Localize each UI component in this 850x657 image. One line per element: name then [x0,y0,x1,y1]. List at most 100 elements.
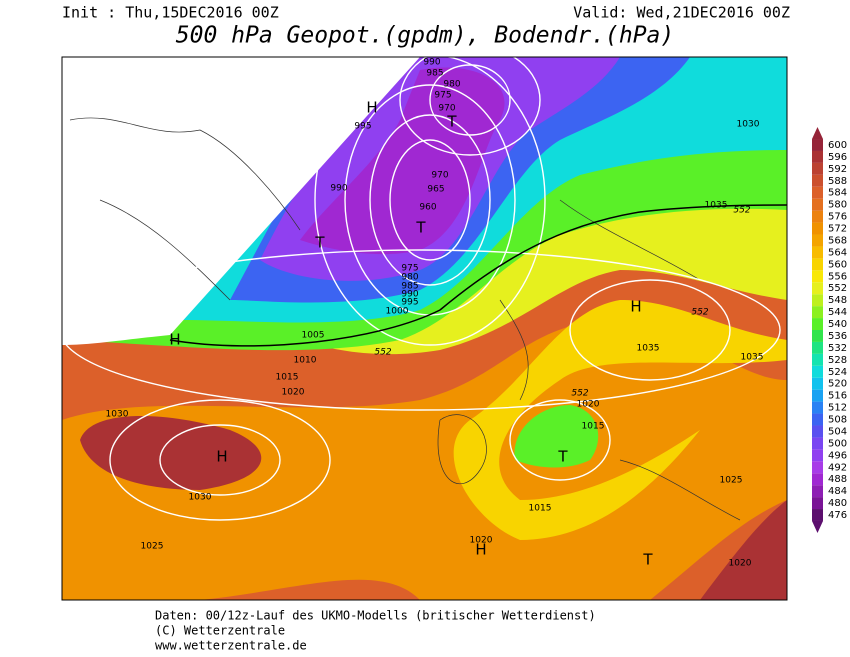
geopotential-label: 552 [733,206,750,216]
colorbar-swatch [812,198,823,211]
colorbar-swatch [812,449,823,462]
geopotential-field [80,416,262,490]
footer-line: www.wetterzentrale.de [155,639,307,653]
colorbar-swatch [812,246,823,259]
colorbar-swatch [812,330,823,342]
pressure-center: T [314,234,325,252]
colorbar-swatch [812,306,823,319]
isobar-label: 1025 [720,476,743,486]
colorbar-swatch [812,282,823,295]
coastline [559,199,701,281]
colorbar-swatch [812,150,823,163]
colorbar-swatch [812,162,823,175]
colorbar-swatch [812,222,823,235]
colorbar-swatch [812,341,823,354]
colorbar-end [812,520,823,533]
pressure-center: H [630,298,641,316]
colorbar-label: 576 [828,212,847,223]
coastline [99,199,231,301]
isobar-label: 1015 [276,373,299,383]
colorbar-swatch [812,174,823,187]
isobar-label: 1035 [741,353,764,363]
geopotential-552-line [169,204,787,347]
colorbar-label: 492 [828,462,847,473]
isobar-label: 975 [401,264,418,274]
colorbar-label: 496 [828,450,847,461]
pressure-center: T [446,113,457,131]
geopotential-field [700,500,787,600]
isobar-label: 975 [434,91,451,101]
colorbar-label: 516 [828,391,847,402]
isobar-label: 980 [443,80,460,90]
geopotential-field [514,405,599,468]
coastline [619,459,741,521]
geopotential-field [300,67,505,255]
colorbar-swatch [812,210,823,223]
isobar [399,57,541,156]
isobar-label: 1020 [282,388,305,398]
colorbar-label: 596 [828,152,847,163]
isobar [109,399,331,521]
isobar [389,139,471,261]
isobar-label: 1020 [729,559,752,569]
isobar-label: 1025 [141,542,164,552]
geopotential-label: 552 [691,308,708,318]
isobar-label: 995 [401,298,418,308]
colorbar-label: 528 [828,355,847,366]
coastline [437,414,487,485]
coastline [69,117,301,231]
colorbar-label: 584 [828,188,847,199]
isobar-label: 1010 [294,356,317,366]
colorbar-swatch [812,294,823,307]
isobar-label: 1030 [106,410,129,420]
isobar-label: 990 [330,184,347,194]
map-area: 9909859809759709959909709659609759809859… [62,57,787,600]
isobar-label: 1035 [705,201,728,211]
isobar-label: 965 [427,185,444,195]
colorbar-label: 572 [828,224,847,235]
isobar [509,399,611,481]
isobar [569,279,731,381]
colorbar-label: 524 [828,367,847,378]
coastline [499,299,529,401]
colorbar-label: 568 [828,235,847,246]
pressure-center: T [642,551,653,569]
colorbar-swatch [812,437,823,450]
colorbar-swatch [812,258,823,271]
init-time: Init : Thu,15DEC2016 00Z [62,4,279,22]
pressure-center: H [366,99,377,117]
geopotential-field [62,320,787,600]
colorbar-label: 560 [828,259,847,270]
isobar [159,424,281,496]
isobar [369,114,491,286]
colorbar-swatch [812,401,823,414]
colorbar-swatch [812,234,823,247]
pressure-center: H [475,541,486,559]
colorbar-label: 592 [828,164,847,175]
isobar-label: 970 [431,171,448,181]
colorbar-label: 512 [828,403,847,414]
colorbar-swatch [812,413,823,426]
isobar-label: 990 [401,290,418,300]
colorbar-swatch [812,473,823,486]
colorbar-label: 504 [828,426,847,437]
colorbar-label: 580 [828,200,847,211]
colorbar-swatch [812,270,823,283]
colorbar-swatch [812,509,823,521]
colorbar-label: 520 [828,379,847,390]
colorbar-swatch [812,425,823,438]
colorbar-swatch [812,318,823,330]
colorbar-label: 508 [828,415,847,426]
isobar-label: 1020 [470,536,493,546]
colorbar-swatch [812,139,823,151]
isobar-label: 970 [438,104,455,114]
colorbar-swatch [812,497,823,510]
footer-line: Daten: 00/12z-Lauf des UKMO-Modells (bri… [155,609,596,623]
map-frame [61,56,788,601]
isobar-label: 960 [419,203,436,213]
colorbar-swatch [812,389,823,402]
colorbar-label: 544 [828,307,847,318]
colorbar-label: 556 [828,271,847,282]
colorbar-label: 564 [828,247,847,258]
